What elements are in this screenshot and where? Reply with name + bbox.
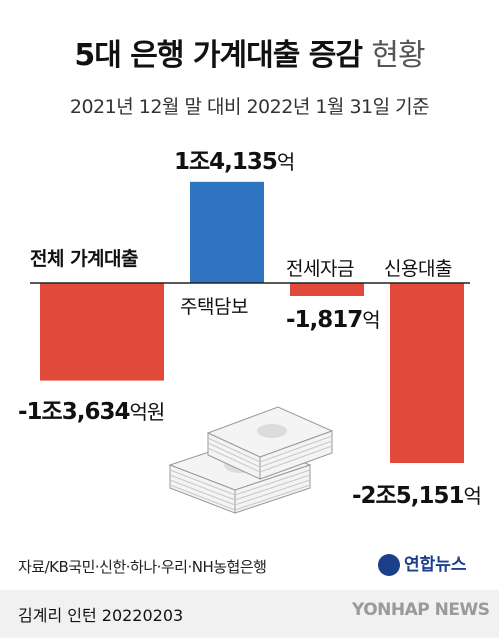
- chart-title-main: 5대 은행 가계대출 증감: [74, 38, 363, 73]
- byline: 김계리 인턴 20220203: [18, 606, 184, 625]
- bar-mortgage: [190, 181, 264, 283]
- value-label-credit: -2조5,151억: [352, 483, 482, 509]
- category-label-total: 전체 가계대출: [30, 248, 139, 270]
- bar-jeonse: [290, 283, 364, 297]
- value-label-mortgage: 1조4,135억: [174, 149, 295, 175]
- bar-total: [40, 283, 164, 381]
- watermark: YONHAP NEWS: [352, 600, 490, 620]
- footer-band: [0, 590, 499, 638]
- category-label-mortgage: 주택담보: [180, 296, 248, 318]
- yonhap-logo: 연합뉴스: [378, 550, 467, 576]
- bar-credit: [390, 283, 464, 463]
- chart-title: 5대 은행 가계대출 증감 현황: [0, 30, 499, 74]
- category-label-jeonse: 전세자금: [286, 258, 354, 280]
- chart-subtitle: 2021년 12월 말 대비 2022년 1월 31일 기준: [69, 96, 430, 118]
- yonhap-logo-mark-icon: [378, 554, 400, 576]
- chart-title-light: 현황: [371, 38, 425, 73]
- money-stack-icon: [168, 406, 334, 514]
- source-note: 자료/KB국민·신한·하나·우리·NH농협은행: [18, 558, 267, 576]
- yonhap-logo-text: 연합뉴스: [404, 555, 467, 575]
- category-label-credit: 신용대출: [384, 258, 452, 280]
- value-label-jeonse: -1,817억: [286, 307, 381, 333]
- value-label-total: -1조3,634억원: [18, 399, 165, 425]
